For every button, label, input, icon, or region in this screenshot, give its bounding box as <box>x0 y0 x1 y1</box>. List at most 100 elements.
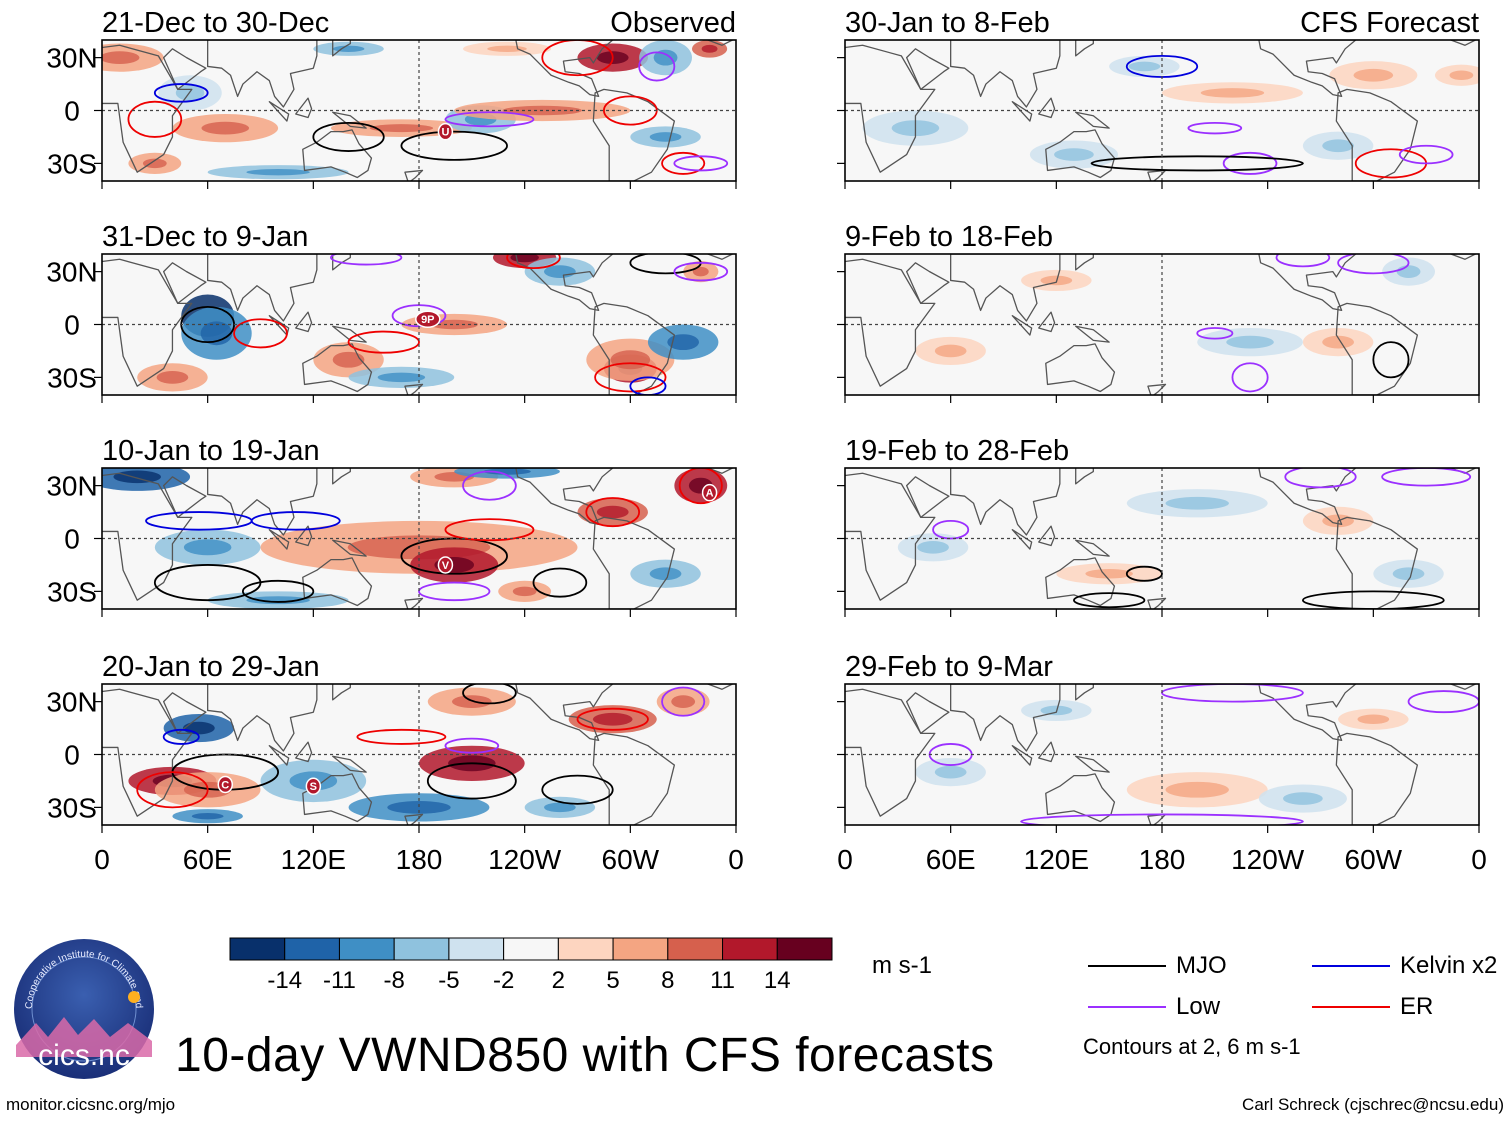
coastline <box>302 773 373 823</box>
x-tick-label: 120E <box>281 844 346 875</box>
storm-marker: C <box>217 775 234 794</box>
y-tick-label: 0 <box>64 524 80 555</box>
coastline <box>295 311 313 333</box>
coastline <box>1038 311 1056 333</box>
storm-label: C <box>221 779 229 791</box>
coastline <box>302 557 373 607</box>
coastline <box>515 684 614 742</box>
cics-logo: Cooperative Institute for Climate and Sa… <box>12 937 154 1079</box>
coastline <box>950 684 1061 752</box>
x-tick-label: 60W <box>1345 844 1403 875</box>
anomaly-core <box>1353 68 1394 82</box>
legend-item-er: ER <box>1312 993 1433 1021</box>
colorbar-swatch <box>448 937 505 961</box>
panel-title: 30-Jan to 8-Feb <box>845 7 1050 39</box>
low-contour <box>673 155 729 172</box>
anomaly-core <box>596 505 629 519</box>
anomaly-core <box>183 721 215 735</box>
coastline <box>707 254 734 260</box>
x-tick-label: 60W <box>602 844 660 875</box>
low-contour <box>1284 468 1357 489</box>
x-tick-label: 0 <box>1471 844 1487 875</box>
legend-swatch <box>1312 1006 1390 1008</box>
storm-marker: 9P <box>415 310 441 328</box>
mjo-contour <box>541 774 614 805</box>
anomaly-core <box>934 344 967 358</box>
coastline <box>1038 741 1056 763</box>
coastline <box>845 258 936 387</box>
low-contour <box>1196 327 1234 340</box>
colorbar-swatch <box>612 937 669 961</box>
coastline <box>102 472 193 601</box>
panel-title: 9-Feb to 18-Feb <box>845 221 1053 253</box>
anomaly-core <box>156 371 189 384</box>
anomaly-core <box>369 124 434 133</box>
legend-swatch <box>1088 965 1166 967</box>
footer-url[interactable]: monitor.cicsnc.org/mjo <box>6 1095 176 1114</box>
coastline <box>332 325 367 343</box>
anomaly-core <box>610 350 651 370</box>
contour-note: Contours at 2, 6 m s-1 <box>1083 1034 1301 1059</box>
low-contour <box>444 111 535 128</box>
coastline <box>1045 129 1116 179</box>
anomaly-core <box>544 265 576 278</box>
coastline <box>295 741 313 763</box>
coastline <box>950 254 1061 322</box>
er-contour <box>444 518 535 542</box>
coastline <box>1335 732 1419 825</box>
coastline <box>1075 539 1110 557</box>
anomaly-core <box>387 801 451 814</box>
mjo-contour <box>400 130 508 161</box>
coastline <box>162 262 207 305</box>
anomaly-core <box>201 121 250 135</box>
mjo-contour <box>1125 565 1163 582</box>
low-contour <box>1381 468 1472 487</box>
coastline <box>1045 343 1116 393</box>
coastline <box>845 472 936 601</box>
anomaly-core <box>592 712 633 726</box>
panel-forecast-1: 9-Feb to 18-Feb <box>837 221 1480 403</box>
colorbar-swatch <box>722 937 778 961</box>
coastline <box>950 40 1061 108</box>
coastline <box>592 732 676 825</box>
anomaly-core <box>917 540 949 554</box>
coastline <box>950 468 1061 536</box>
low-contour <box>932 519 970 540</box>
anomaly-core <box>142 158 167 169</box>
coastline <box>302 129 373 179</box>
coastline <box>268 529 290 550</box>
anomaly-core <box>191 813 224 820</box>
anomaly-core <box>483 468 531 475</box>
coastline <box>302 343 373 393</box>
anomaly-core <box>1392 567 1425 581</box>
x-tick-label: 0 <box>837 844 853 875</box>
coastline <box>592 302 676 395</box>
anomaly-core <box>1322 139 1354 153</box>
coastline <box>1075 325 1110 343</box>
y-tick-label: 30N <box>46 257 97 288</box>
anomaly-core <box>1396 265 1421 278</box>
anomaly-core <box>487 45 527 52</box>
er-contour <box>136 771 209 809</box>
y-tick-label: 0 <box>64 740 80 771</box>
anomaly-core <box>1322 335 1354 349</box>
low-contour <box>1222 151 1278 175</box>
y-tick-label: 30S <box>47 148 97 179</box>
coastline <box>162 692 207 734</box>
low-contour <box>1231 362 1269 393</box>
colorbar-swatch <box>557 937 614 961</box>
y-tick-label: 30N <box>46 471 97 502</box>
coastline <box>268 315 290 336</box>
low-contour <box>444 737 500 754</box>
storm-label: U <box>441 127 449 139</box>
coastline <box>332 40 351 57</box>
kelvin-contour <box>629 376 667 395</box>
coastline <box>1450 684 1477 690</box>
mjo-contour <box>426 762 517 800</box>
anomaly-core <box>1226 335 1274 349</box>
panel-forecast-3: 0 60E 120E 180 120W 60W 0 29-Feb to 9-Mar <box>837 651 1487 875</box>
coastline <box>1258 684 1357 742</box>
anomaly-core <box>113 470 161 484</box>
y-tick-label: 30N <box>46 687 97 718</box>
coastline <box>1147 383 1167 395</box>
